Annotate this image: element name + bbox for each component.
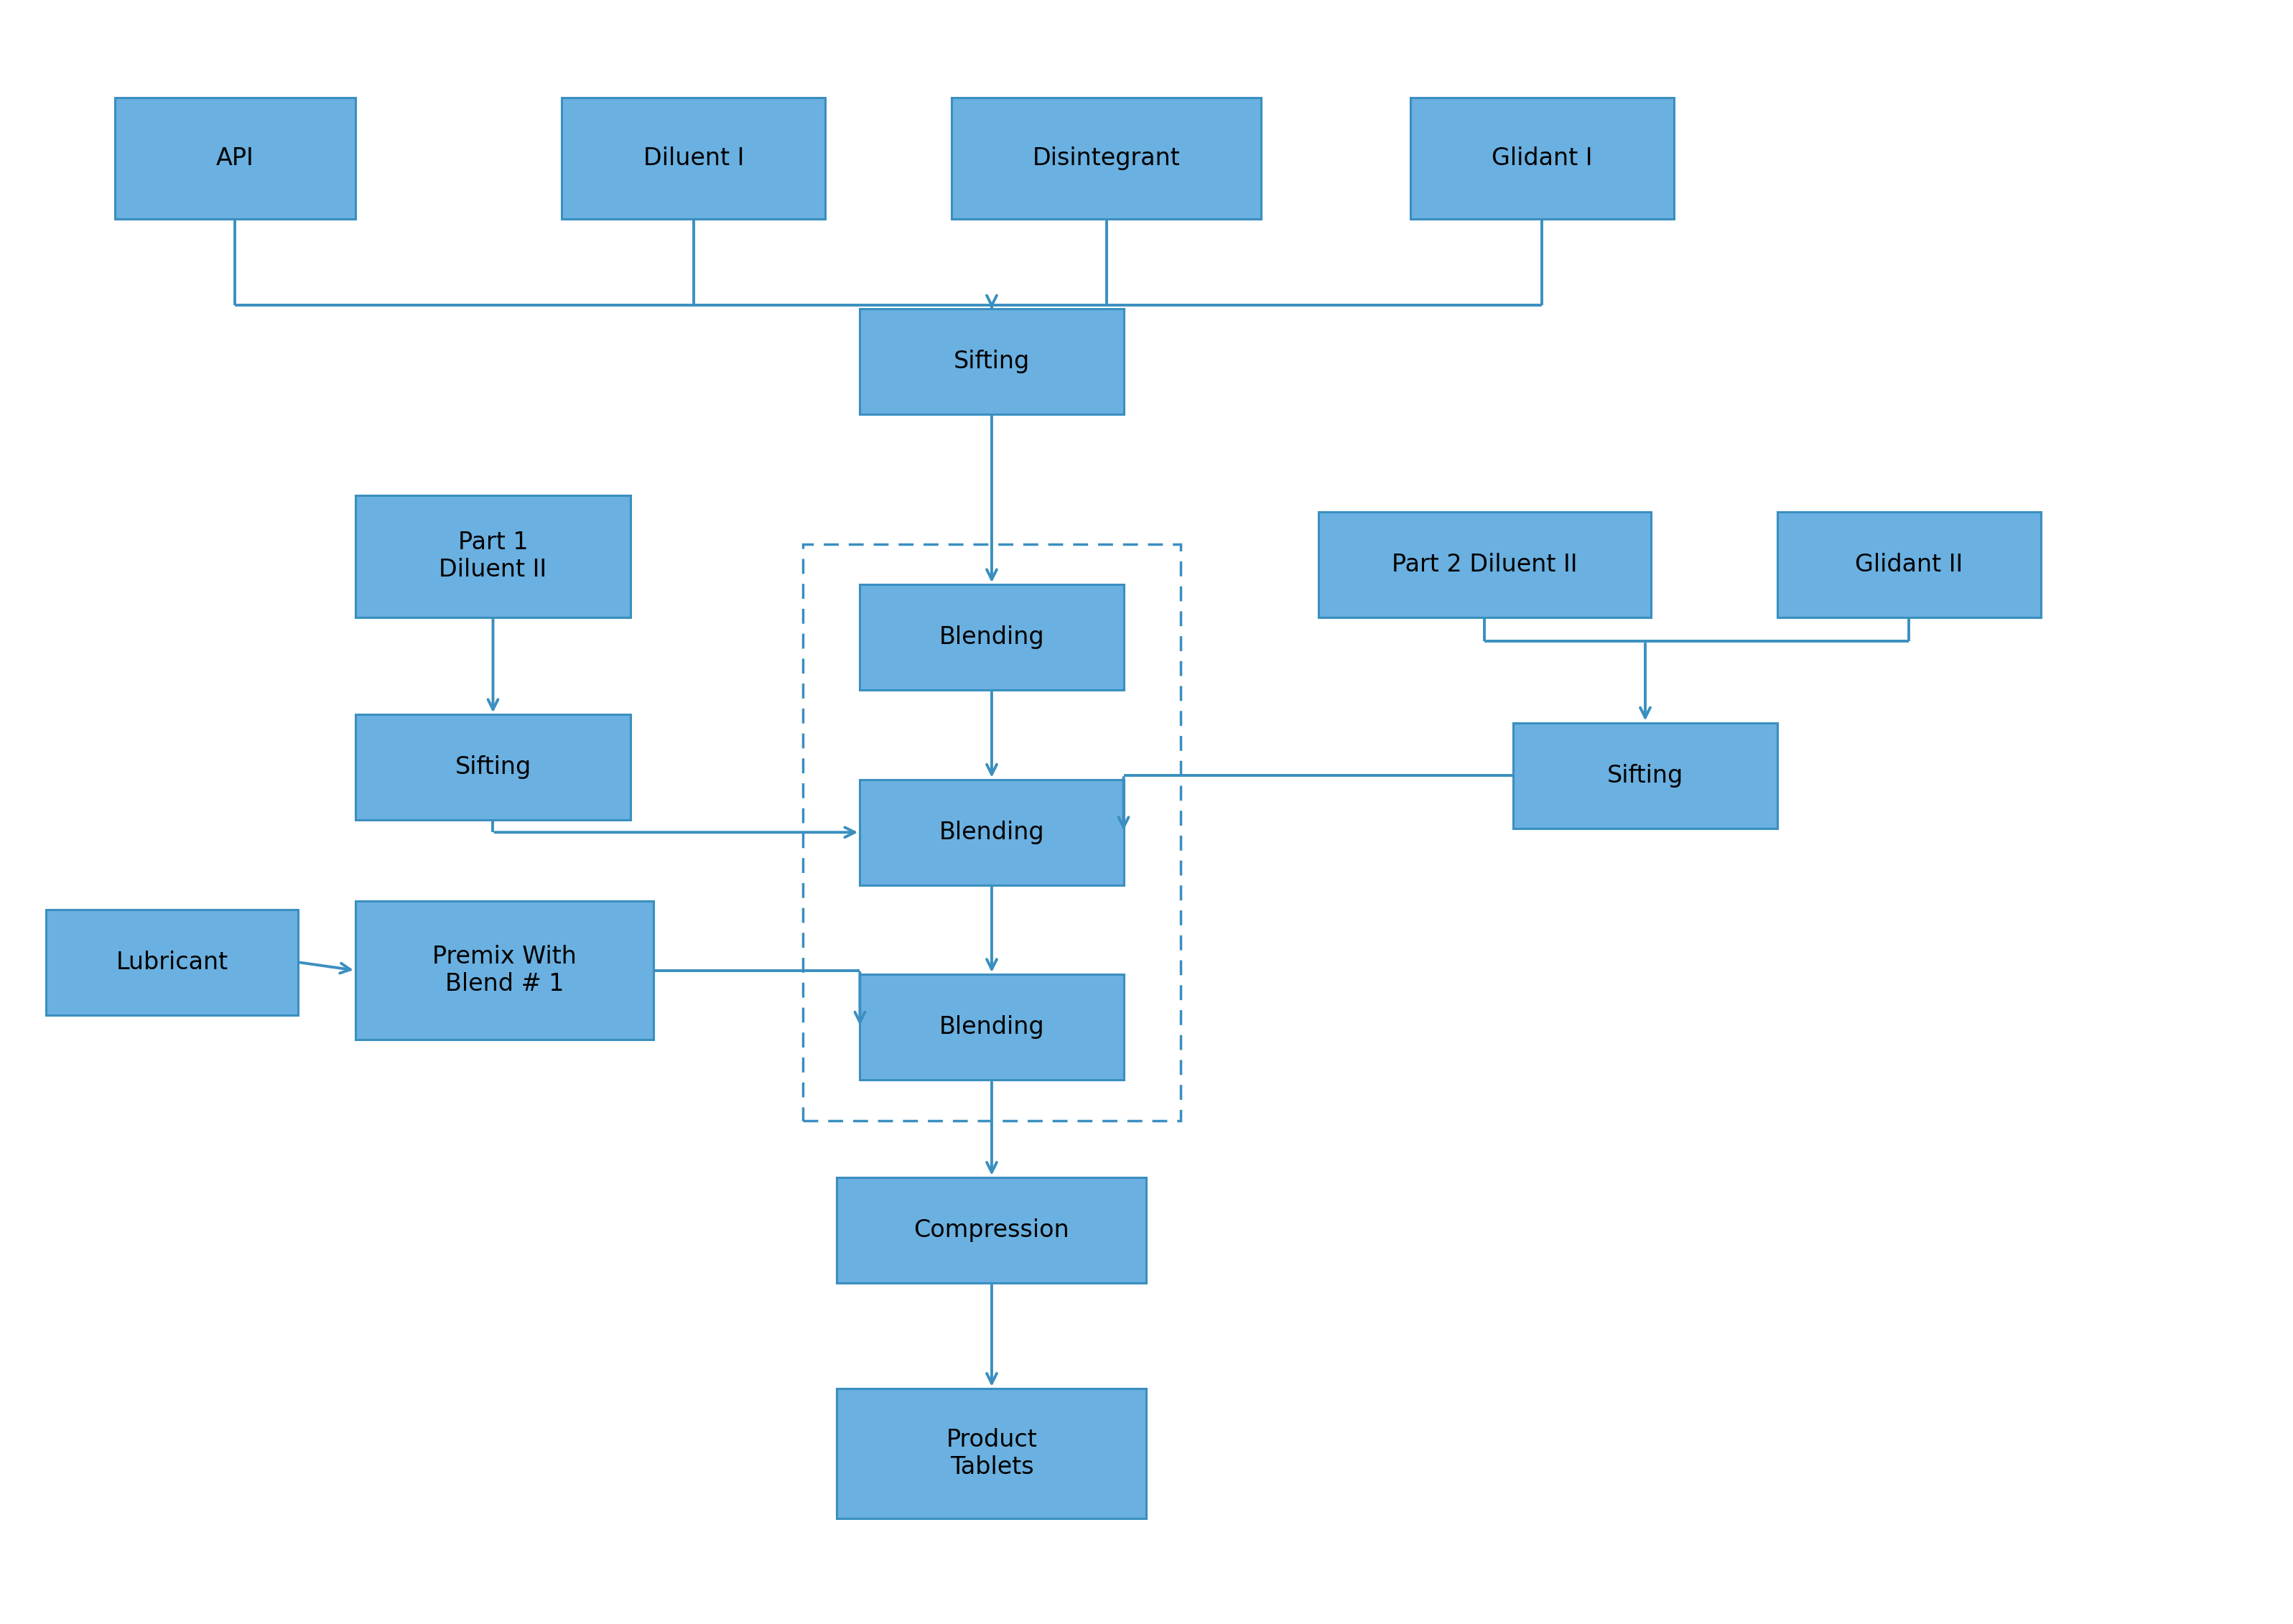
Text: Part 1
Diluent II: Part 1 Diluent II [438, 531, 548, 581]
Text: Blending: Blending [940, 1015, 1043, 1039]
Text: Sifting: Sifting [954, 349, 1030, 374]
Bar [562, 97, 825, 219]
Text: Glidant I: Glidant I [1490, 146, 1594, 171]
Text: Sifting: Sifting [454, 755, 532, 780]
Text: Lubricant: Lubricant [117, 950, 227, 974]
Text: Glidant II: Glidant II [1855, 552, 1963, 577]
Bar [46, 909, 298, 1015]
Bar [1318, 512, 1651, 617]
Bar [860, 780, 1124, 885]
Bar [952, 97, 1261, 219]
Bar [837, 1389, 1146, 1518]
Bar [803, 544, 1181, 1121]
Bar [1410, 97, 1674, 219]
Bar [860, 309, 1124, 414]
Bar [355, 901, 654, 1039]
Text: Product
Tablets: Product Tablets [947, 1427, 1036, 1479]
Text: Compression: Compression [915, 1218, 1069, 1242]
Text: Part 2 Diluent II: Part 2 Diluent II [1392, 552, 1578, 577]
Bar [837, 1177, 1146, 1283]
Text: Blending: Blending [940, 820, 1043, 844]
Bar [860, 585, 1124, 690]
Text: API: API [216, 146, 255, 171]
Text: Blending: Blending [940, 625, 1043, 650]
Text: Disintegrant: Disintegrant [1032, 146, 1181, 171]
Text: Premix With
Blend # 1: Premix With Blend # 1 [433, 945, 576, 996]
Text: Diluent I: Diluent I [644, 146, 743, 171]
Text: Sifting: Sifting [1607, 763, 1683, 788]
Bar [115, 97, 355, 219]
Bar [1513, 723, 1777, 828]
Bar [1777, 512, 2041, 617]
Bar [355, 715, 631, 820]
Bar [355, 495, 631, 617]
Bar [860, 974, 1124, 1080]
